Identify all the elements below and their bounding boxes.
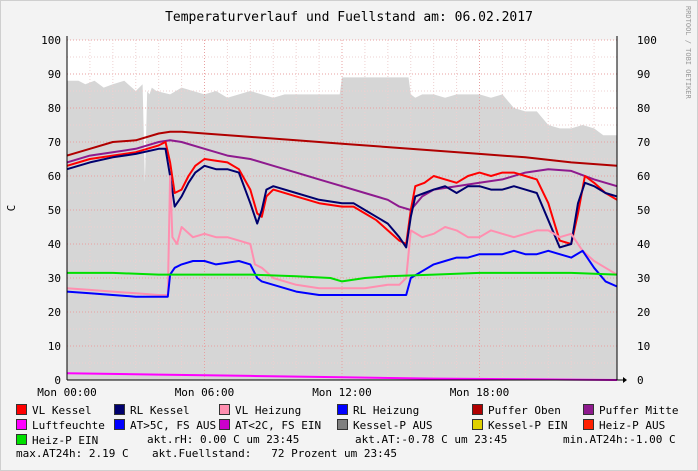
y-tick-label-left: 0 <box>54 374 61 387</box>
legend-label: Heiz-P EIN <box>32 434 99 447</box>
legend-item: AT<2C, FS EIN <box>219 419 321 432</box>
series-line-puffer-mitte <box>66 139 618 211</box>
y-tick-label-left: 50 <box>48 204 61 217</box>
legend-label: Kessel-P AUS <box>353 419 433 432</box>
y-tick-label-left: 90 <box>48 68 61 81</box>
legend-swatch <box>114 404 125 415</box>
y-tick-label-right: 90 <box>637 68 650 81</box>
series-line-puffer-oben <box>66 130 618 167</box>
y-tick-label-right: 80 <box>637 102 650 115</box>
info-fuellstand: akt.Fuellstand: 72 Prozent um 23:45 <box>152 447 398 460</box>
x-axis-arrow <box>623 377 627 383</box>
info-rh: akt.rH: 0.00 C um 23:45 <box>147 433 300 446</box>
series-line-rl-kessel <box>66 147 618 249</box>
y-tick-label-left: 70 <box>48 136 61 149</box>
legend-item: RL Heizung <box>337 404 419 417</box>
info-max-at: max.AT24h: 2.19 C <box>16 447 129 460</box>
legend-item: Luftfeuchte <box>16 419 105 432</box>
y-tick-label-right: 20 <box>637 306 650 319</box>
y-tick-label-right: 40 <box>637 238 650 251</box>
axes <box>66 36 627 383</box>
legend-item: Puffer Oben <box>472 404 561 417</box>
legend-item: Puffer Mitte <box>583 404 678 417</box>
tick-labels: 0 0 10 10 20 20 30 30 40 40 50 50 60 60 70 70 80 80 90 90 10… <box>37 34 657 399</box>
legend-label: VL Kessel <box>32 404 92 417</box>
legend-swatch <box>583 404 594 415</box>
y-tick-label-right: 0 <box>637 374 644 387</box>
y-tick-label-right: 30 <box>637 272 650 285</box>
legend-swatch <box>16 419 27 430</box>
legend-item: VL Heizung <box>219 404 301 417</box>
y-tick-label-right: 100 <box>637 34 657 47</box>
legend-label: RL Heizung <box>353 404 420 417</box>
legend-label: Heiz-P AUS <box>599 419 666 432</box>
x-tick-label: Mon 00:00 <box>37 386 97 399</box>
legend-label: Puffer Oben <box>488 404 561 417</box>
legend-swatch <box>337 404 348 415</box>
side-label: RRDTOOL / TOBI OETIKER <box>684 6 692 100</box>
series-line-heiz-p-ein <box>67 271 618 283</box>
legend-label: Puffer Mitte <box>599 404 679 417</box>
x-tick-label: Mon 12:00 <box>312 386 372 399</box>
y-tick-label-left: 30 <box>48 272 61 285</box>
legend-swatch <box>219 419 230 430</box>
legend-swatch <box>472 404 483 415</box>
y-axis-label: C <box>5 205 18 212</box>
info-at: akt.AT:-0.78 C um 23:45 <box>355 433 508 446</box>
legend-swatch <box>114 419 125 430</box>
legend-item: Heiz-P AUS <box>583 419 665 432</box>
y-tick-label-left: 80 <box>48 102 61 115</box>
y-tick-label-right: 10 <box>637 340 650 353</box>
legend-item: RL Kessel <box>114 404 190 417</box>
y-tick-label-left: 10 <box>48 340 61 353</box>
x-tick-label: Mon 18:00 <box>450 386 510 399</box>
info-min-at: min.AT24h:-1.00 C <box>563 433 676 446</box>
legend-label: AT<2C, FS EIN <box>235 419 322 432</box>
legend-item: Kessel-P AUS <box>337 419 432 432</box>
series-line-rl-heizung <box>66 249 618 298</box>
x-tick-label: Mon 06:00 <box>175 386 235 399</box>
legend-item: VL Kessel <box>16 404 92 417</box>
y-tick-label-left: 60 <box>48 170 61 183</box>
legend-swatch <box>219 404 230 415</box>
legend-swatch <box>16 404 27 415</box>
y-tick-label-right: 50 <box>637 204 650 217</box>
legend-item: Kessel-P EIN <box>472 419 567 432</box>
y-tick-label-right: 70 <box>637 136 650 149</box>
y-tick-label-left: 100 <box>41 34 61 47</box>
series-line-vl-heizung <box>66 175 618 296</box>
legend-label: RL Kessel <box>130 404 190 417</box>
legend-label: AT>5C, FS AUS <box>130 419 217 432</box>
series-lines <box>66 130 618 381</box>
legend-swatch <box>472 419 483 430</box>
legend-swatch <box>583 419 594 430</box>
legend-label: Luftfeuchte <box>32 419 105 432</box>
legend-label: Kessel-P EIN <box>488 419 568 432</box>
y-tick-label-left: 20 <box>48 306 61 319</box>
chart-title: Temperaturverlauf und Fuellstand am: 06.… <box>165 10 533 25</box>
series-line-luftfeuchte <box>66 372 618 381</box>
legend-swatch <box>16 434 27 445</box>
y-tick-label-left: 40 <box>48 238 61 251</box>
y-tick-label-right: 60 <box>637 170 650 183</box>
series-line-vl-kessel <box>66 141 618 245</box>
legend-item: AT>5C, FS AUS <box>114 419 216 432</box>
legend-swatch <box>337 419 348 430</box>
legend-item: Heiz-P EIN <box>16 434 98 447</box>
legend-label: VL Heizung <box>235 404 302 417</box>
